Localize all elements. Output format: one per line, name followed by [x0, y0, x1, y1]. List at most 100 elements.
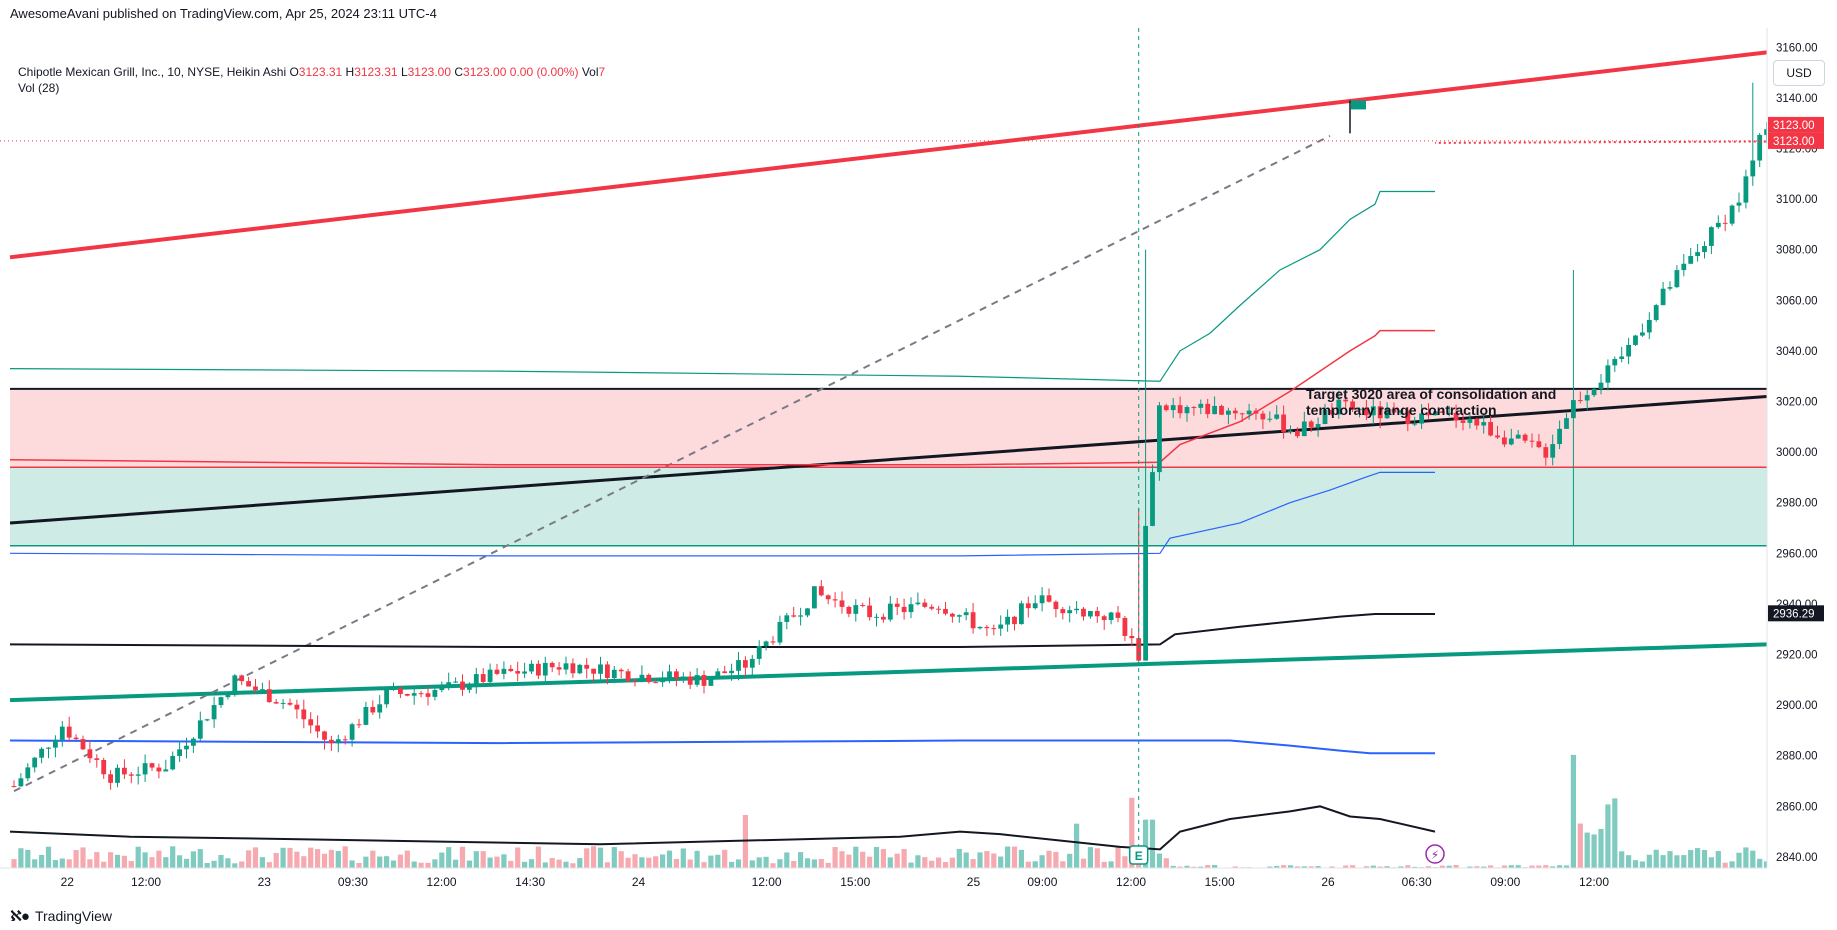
candle-body	[128, 774, 134, 776]
volume-bar	[694, 850, 700, 868]
candle-body	[1205, 403, 1211, 415]
chart-frame[interactable]: Target 3020 area of consolidation and tem…	[0, 28, 1837, 900]
candle-body	[984, 626, 990, 629]
candle	[1163, 403, 1169, 412]
candle-body	[1053, 601, 1059, 610]
x-tick-label: 12:00	[1116, 875, 1146, 889]
candle	[881, 613, 886, 623]
candle-body	[73, 737, 79, 740]
volume-bar	[915, 855, 921, 868]
volume-bar	[1170, 865, 1176, 868]
candle-body	[101, 759, 107, 775]
candle	[1729, 204, 1735, 226]
y-tick-label: 3060.00	[1776, 295, 1818, 307]
tradingview-logo-icon: ℵ●	[10, 908, 30, 925]
volume-bar	[604, 862, 610, 868]
volume-bar	[1025, 861, 1031, 868]
volume-bar	[1467, 866, 1473, 868]
volume-bar	[653, 856, 659, 868]
candle-body	[1301, 421, 1307, 437]
tradingview-logo[interactable]: ℵ● TradingView	[10, 907, 112, 925]
candle-body	[736, 660, 741, 671]
candle-body	[1074, 608, 1079, 611]
y-tick-label: 2960.00	[1776, 548, 1818, 560]
candle-body	[335, 739, 341, 744]
candle	[536, 660, 541, 680]
candle-body	[473, 674, 479, 686]
y-tick-label: 2900.00	[1776, 700, 1818, 712]
volume-bar	[1701, 849, 1708, 868]
volume-bar	[232, 863, 238, 868]
volume-bar	[1370, 865, 1376, 868]
candle	[494, 663, 500, 676]
volume-bar	[252, 847, 259, 868]
volume-bar	[929, 860, 935, 868]
candle-body	[1115, 612, 1121, 618]
candle-body	[701, 675, 707, 686]
candle	[1226, 407, 1231, 425]
volume-bar	[1632, 860, 1639, 868]
candle-body	[943, 608, 948, 614]
candle-body	[342, 739, 348, 741]
candle	[356, 718, 362, 729]
candle	[1253, 408, 1259, 420]
candle-body	[1143, 525, 1148, 661]
x-tick-label: 23	[258, 875, 272, 889]
volume-bar	[439, 852, 445, 868]
candle	[253, 679, 258, 694]
x-tick-label: 12:00	[752, 875, 782, 889]
volume-bar	[556, 859, 562, 868]
candle-body	[1757, 134, 1763, 161]
volume-bar	[770, 863, 776, 868]
volume-ma-line	[9, 805, 1436, 851]
y-tick-label: 2860.00	[1776, 801, 1818, 813]
volume-bar	[32, 859, 38, 868]
black-trendline	[9, 394, 1767, 525]
volume-bar	[639, 857, 645, 868]
volume-bar	[1757, 858, 1763, 868]
candle-body	[1750, 160, 1756, 177]
candle	[480, 668, 486, 684]
candle-body	[605, 664, 610, 679]
chart-svg[interactable]: Target 3020 area of consolidation andtem…	[0, 28, 1837, 900]
candle	[101, 757, 107, 779]
candle-body	[1122, 617, 1128, 636]
currency-button[interactable]: USD	[1773, 60, 1825, 86]
volume-bar	[459, 846, 466, 868]
volume-bar	[1674, 855, 1680, 868]
candle	[653, 678, 659, 684]
candle-body	[349, 724, 355, 740]
candle	[349, 722, 355, 747]
earnings-marker-icon: E	[1128, 845, 1149, 865]
legend-open: 3123.31	[298, 65, 343, 79]
candle	[453, 677, 458, 684]
volume-bar	[1018, 849, 1024, 868]
candle-body	[515, 671, 521, 674]
candle-body	[1025, 603, 1031, 609]
legend-volume-indicator[interactable]: Vol (28)	[18, 81, 60, 95]
candle	[1301, 411, 1307, 437]
candle-body	[1232, 410, 1238, 414]
candle	[818, 580, 824, 597]
candle	[1564, 413, 1569, 429]
candle-body	[1419, 413, 1424, 424]
volume-bar	[1074, 823, 1080, 868]
volume-bar	[135, 846, 141, 868]
candle	[1391, 402, 1397, 415]
volume-bar	[397, 854, 403, 868]
candle-body	[1094, 610, 1100, 617]
candle	[115, 764, 120, 788]
candle	[446, 672, 452, 691]
volume-bar	[1184, 865, 1190, 868]
legend-high: 3123.31	[354, 65, 398, 79]
volume-bar	[984, 851, 990, 868]
candle-body	[184, 745, 189, 750]
volume-bar	[1646, 854, 1652, 868]
volume-bar	[1439, 865, 1445, 868]
candle-body	[1646, 319, 1652, 333]
candle-body	[1502, 437, 1507, 445]
volume-bar	[1819, 858, 1824, 868]
candle-body	[156, 767, 162, 772]
candle	[377, 695, 383, 719]
y-tick-label: 3100.00	[1776, 194, 1818, 206]
